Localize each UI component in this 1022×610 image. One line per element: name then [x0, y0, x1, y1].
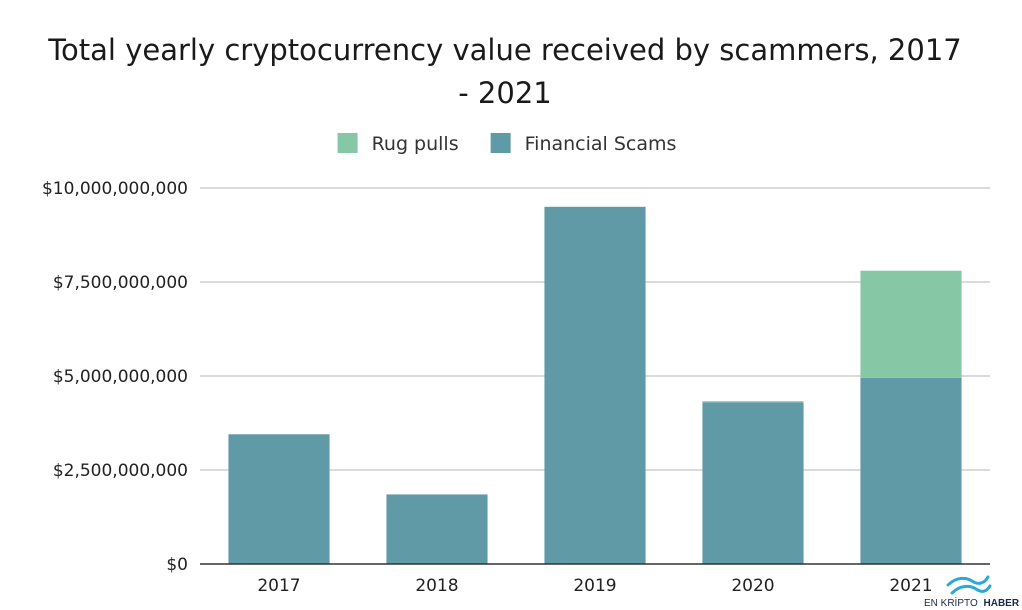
- bar-financial-scams-2020: [702, 402, 804, 564]
- bar-financial-scams-2021: [860, 377, 962, 564]
- bar-financial-scams-2018: [386, 494, 488, 564]
- y-tick-label: $10,000,000,000: [42, 179, 188, 199]
- legend-swatch-rug-pulls: [337, 133, 358, 153]
- legend: Rug pulls Financial Scams: [337, 133, 677, 155]
- y-tick-label: $5,000,000,000: [53, 367, 188, 387]
- watermark-text-bold: HABER: [984, 598, 1020, 609]
- x-axis-ticks: 2017 2018 2019 2020 2021: [257, 576, 932, 596]
- legend-swatch-financial-scams: [490, 133, 511, 153]
- x-tick-label: 2020: [731, 576, 774, 596]
- legend-label-rug-pulls: Rug pulls: [372, 133, 459, 155]
- bar-financial-scams-2017: [228, 434, 330, 564]
- y-tick-label: $0: [166, 555, 188, 575]
- wave-logo-icon: [946, 575, 992, 595]
- bar-financial-scams-2019: [544, 206, 646, 565]
- chart-title-line-2: - 2021: [458, 76, 552, 110]
- bar-rug-pulls-2020: [702, 401, 804, 403]
- chart-title-line-1: Total yearly cryptocurrency value receiv…: [47, 33, 961, 67]
- legend-label-financial-scams: Financial Scams: [525, 133, 677, 155]
- watermark-logo: EN KRİPTO HABER: [924, 575, 1020, 609]
- bar-rug-pulls-2021: [860, 270, 962, 378]
- y-tick-label: $7,500,000,000: [53, 273, 188, 293]
- bars: [228, 206, 962, 565]
- y-tick-label: $2,500,000,000: [53, 461, 188, 481]
- watermark-text: EN KRİPTO HABER: [924, 596, 1020, 609]
- x-tick-label: 2021: [889, 576, 932, 596]
- x-tick-label: 2017: [257, 576, 300, 596]
- x-tick-label: 2019: [573, 576, 616, 596]
- y-axis-ticks: $0 $2,500,000,000 $5,000,000,000 $7,500,000…: [42, 179, 188, 575]
- watermark-text-light: EN KRİPTO: [924, 596, 978, 609]
- chart-title: Total yearly cryptocurrency value receiv…: [47, 33, 961, 110]
- x-tick-label: 2018: [415, 576, 458, 596]
